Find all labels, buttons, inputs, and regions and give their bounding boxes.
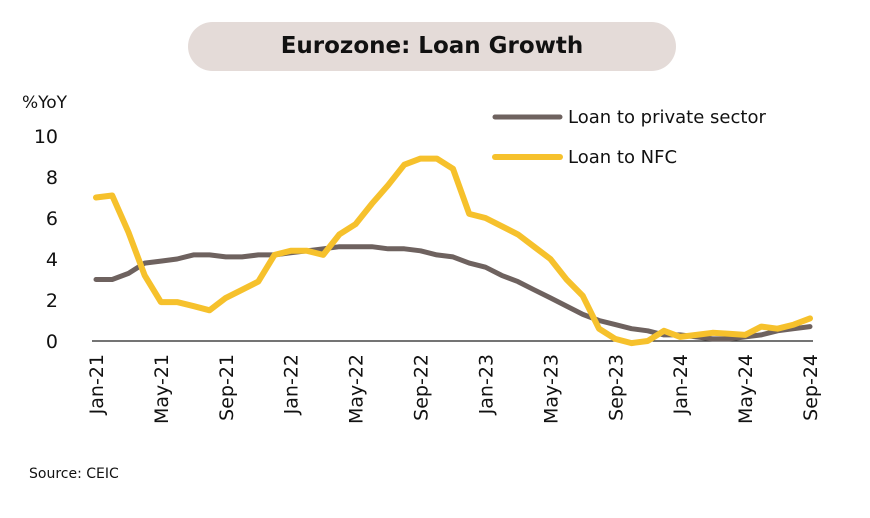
title-pill (188, 22, 676, 71)
legend-label-loan-to-nfc: Loan to NFC (568, 147, 677, 168)
x-tick-label: May-21 (151, 354, 173, 424)
x-tick-label: Jan-24 (670, 354, 692, 415)
series-lines (93, 155, 813, 347)
x-tick-label: Jan-22 (281, 354, 303, 415)
x-tick-label: Sep-23 (605, 354, 627, 421)
legend: Loan to private sector Loan to NFC (492, 107, 766, 168)
chart-title: Eurozone: Loan Growth (281, 33, 584, 59)
series-line-loan-to-nfc (93, 155, 813, 347)
x-tick-label: Sep-21 (216, 354, 238, 421)
legend-label-loan-to-private-sector: Loan to private sector (568, 107, 766, 128)
x-tick-label: Jan-23 (475, 354, 497, 415)
y-axis-unit-label: %YoY (22, 93, 68, 113)
y-tick-label: 4 (46, 249, 58, 271)
y-tick-label: 2 (46, 290, 58, 312)
x-tick-label: May-24 (735, 354, 757, 424)
x-tick-label: Sep-24 (800, 354, 822, 421)
x-axis-ticks: Jan-21 May-21 Sep-21 Jan-22 May-22 Sep-22 Jan-… (86, 354, 822, 424)
x-tick-label: May-22 (346, 354, 368, 424)
y-tick-label: 0 (46, 331, 58, 353)
x-tick-label: Jan-21 (86, 354, 108, 415)
y-tick-label: 8 (46, 167, 58, 189)
source-note: Source: CEIC (29, 466, 119, 482)
x-tick-label: Sep-22 (411, 354, 433, 421)
series-line-loan-to-private-sector (93, 244, 813, 342)
y-tick-label: 10 (34, 126, 58, 148)
y-tick-label: 6 (46, 208, 58, 230)
x-tick-label: May-23 (540, 354, 562, 424)
y-axis-ticks: 0 2 4 6 8 10 (34, 126, 58, 353)
